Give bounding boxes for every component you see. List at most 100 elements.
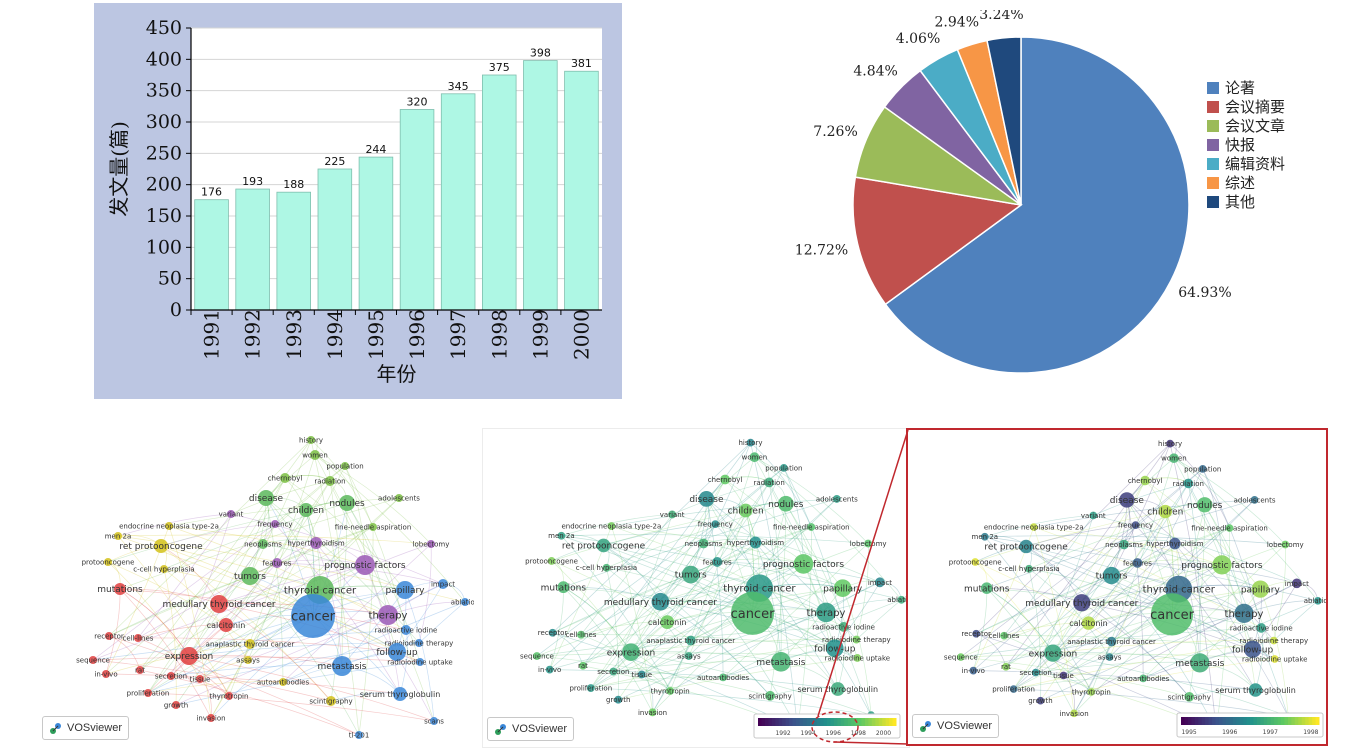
network-node[interactable]	[1102, 566, 1121, 585]
network-node[interactable]	[1009, 685, 1018, 693]
network-term-label[interactable]: scans	[424, 717, 444, 725]
network-term-label[interactable]: men 2a	[972, 533, 999, 541]
network-node[interactable]	[648, 708, 657, 717]
network-term-label[interactable]: cancer	[1150, 608, 1194, 623]
network-term-label[interactable]: cancer	[291, 610, 335, 625]
network-term-label[interactable]: in-vivo	[962, 667, 985, 675]
network-term-label[interactable]: thyroid cancer	[284, 586, 357, 597]
network-node[interactable]	[241, 567, 259, 585]
network-node[interactable]	[738, 503, 753, 518]
network-term-label[interactable]: growth	[164, 701, 188, 709]
network-node[interactable]	[980, 582, 993, 594]
network-term-label[interactable]: medullary thyroid cancer	[604, 598, 717, 608]
network-node[interactable]	[89, 656, 97, 664]
network-term-label[interactable]: tumors	[1096, 572, 1128, 582]
network-term-label[interactable]: medullary thyroid cancer	[162, 600, 275, 610]
network-node[interactable]	[307, 436, 315, 444]
network-term-label[interactable]: metastasis	[1175, 659, 1224, 669]
network-node[interactable]	[1244, 640, 1262, 658]
network-term-label[interactable]: secretion	[155, 672, 187, 680]
network-node[interactable]	[972, 629, 980, 638]
network-term-label[interactable]: children	[728, 507, 764, 517]
network-term-label[interactable]: ablation	[1304, 597, 1332, 605]
network-node[interactable]	[104, 558, 112, 566]
network-term-label[interactable]: assays	[236, 656, 260, 664]
network-term-label[interactable]: expression	[1029, 649, 1078, 659]
network-node[interactable]	[272, 558, 282, 568]
network-node[interactable]	[980, 532, 989, 541]
network-term-label[interactable]: scintigraphy	[309, 697, 352, 705]
network-node[interactable]	[1031, 668, 1040, 677]
network-term-label[interactable]: tl-201	[349, 731, 370, 739]
network-node[interactable]	[764, 477, 775, 488]
network-node[interactable]	[557, 531, 566, 540]
network-node[interactable]	[427, 540, 435, 548]
network-term-label[interactable]: men 2a	[105, 532, 132, 540]
network-term-label[interactable]: endocrine neoplasia type-2a	[984, 524, 1084, 532]
network-term-label[interactable]: autoantibodies	[697, 674, 750, 682]
network-node[interactable]	[547, 557, 556, 565]
network-graph[interactable]: history women population chernobyl radiation…	[38, 428, 479, 746]
network-term-label[interactable]: protooncogene	[525, 557, 578, 565]
network-node[interactable]	[1081, 616, 1096, 630]
network-term-label[interactable]: ret protooncogene	[984, 543, 1068, 553]
network-term-label[interactable]: secretion	[597, 668, 629, 676]
network-node[interactable]	[777, 495, 794, 512]
network-term-label[interactable]: nodules	[768, 500, 804, 510]
network-node[interactable]	[1119, 539, 1129, 550]
network-node[interactable]	[1132, 558, 1143, 568]
network-term-label[interactable]: women	[302, 451, 328, 459]
network-term-label[interactable]: calcitonin	[1069, 619, 1108, 628]
network-node[interactable]	[637, 670, 646, 679]
network-term-label[interactable]: thyrotropin	[210, 692, 249, 700]
network-node[interactable]	[579, 661, 587, 670]
network-node[interactable]	[596, 538, 611, 553]
network-term-label[interactable]: protooncogene	[82, 558, 135, 566]
network-term-label[interactable]: men 2a	[548, 532, 575, 540]
network-term-label[interactable]: fine-needle aspiration	[1191, 524, 1268, 532]
network-node[interactable]	[660, 615, 675, 629]
network-term-label[interactable]: protooncogene	[949, 558, 1002, 566]
network-term-label[interactable]: variant	[219, 510, 244, 518]
network-term-label[interactable]: fine-needle aspiration	[335, 523, 412, 531]
network-term-label[interactable]: cell-lines	[123, 634, 154, 642]
network-term-label[interactable]: c-cell hyperplasia	[133, 565, 194, 573]
network-term-label[interactable]: c-cell hyperplasia	[576, 564, 637, 572]
network-node[interactable]	[339, 495, 355, 511]
network-term-label[interactable]: metastasis	[756, 658, 805, 668]
network-term-label[interactable]: children	[288, 506, 324, 516]
network-term-label[interactable]: radioactive iodine	[812, 623, 875, 631]
network-term-label[interactable]: secretion	[1020, 669, 1052, 677]
network-term-label[interactable]: lobectomy	[413, 540, 450, 548]
network-node[interactable]	[378, 605, 398, 625]
network-term-label[interactable]: chernobyl	[708, 476, 743, 484]
network-term-label[interactable]: cell-lines	[989, 632, 1020, 640]
network-node[interactable]	[712, 557, 723, 567]
network-node[interactable]	[180, 647, 198, 665]
network-term-label[interactable]: sequence	[944, 653, 978, 661]
network-term-label[interactable]: cancer	[731, 607, 775, 622]
network-term-label[interactable]: therapy	[369, 611, 408, 622]
network-node[interactable]	[532, 652, 541, 660]
network-term-label[interactable]: hyperthyroidism	[287, 539, 345, 547]
network-term-label[interactable]: radioactive iodine	[1230, 624, 1293, 632]
network-term-label[interactable]: tumors	[234, 572, 266, 582]
network-node[interactable]	[1292, 578, 1302, 589]
vosviewer-badge[interactable]: VOSviewer	[912, 714, 1000, 738]
network-term-label[interactable]: calcitonin	[207, 621, 246, 630]
network-term-label[interactable]: lobectomy	[1267, 541, 1304, 549]
network-term-label[interactable]: prognostic factors	[1181, 561, 1263, 571]
network-term-label[interactable]: frequency	[698, 521, 733, 529]
network-node[interactable]	[698, 491, 715, 507]
network-term-label[interactable]: invasion	[638, 709, 667, 717]
network-node[interactable]	[1036, 696, 1045, 705]
network-node[interactable]	[310, 450, 320, 460]
network-term-label[interactable]: therapy	[1225, 609, 1264, 620]
network-term-label[interactable]: follow-up	[376, 648, 417, 658]
network-node[interactable]	[415, 639, 423, 647]
network-node[interactable]	[325, 476, 335, 486]
network-term-label[interactable]: medullary thyroid cancer	[1025, 599, 1138, 609]
network-term-label[interactable]: papillary	[823, 584, 863, 594]
network-term-label[interactable]: population	[326, 462, 363, 470]
network-term-label[interactable]: receptor	[94, 632, 124, 640]
